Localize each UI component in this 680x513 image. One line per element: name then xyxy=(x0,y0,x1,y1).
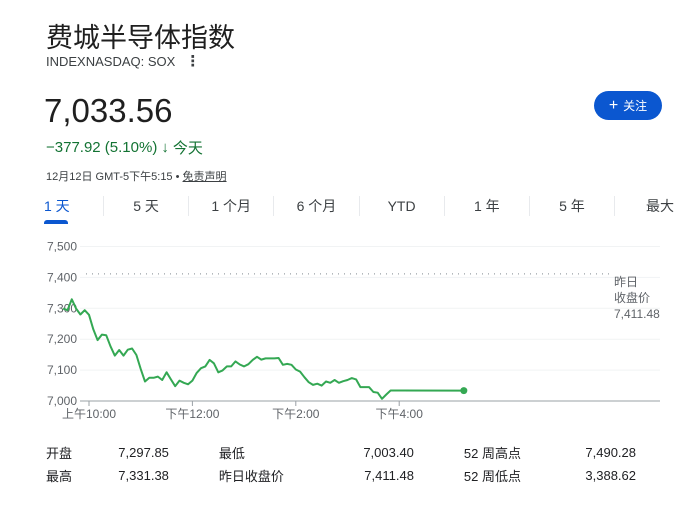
stat-value: 7,297.85 xyxy=(118,445,169,460)
last-price-dot xyxy=(460,387,468,395)
tab-range[interactable]: 1 年 xyxy=(443,196,529,216)
tab-range[interactable]: 最大 xyxy=(614,196,674,216)
x-tick-label: 下午4:00 xyxy=(376,407,424,421)
follow-button[interactable]: + 关注 xyxy=(594,91,662,120)
change-period: 今天 xyxy=(172,140,203,157)
stat-label: 开盘 xyxy=(46,446,73,461)
stat-label: 52 周低点 xyxy=(463,469,521,484)
x-tick-label: 上午10:00 xyxy=(62,407,116,421)
stats-table: 开盘 7,297.85 最低 7,003.40 52 周高点 7,490.28 最高 7,33… xyxy=(46,441,636,487)
previous-close-label: 收盘价 xyxy=(614,290,650,305)
vertical-dots-icon[interactable]: ⋮ xyxy=(185,53,201,70)
stat-label: 昨日收盘价 xyxy=(218,469,284,484)
previous-close-label: 7,411.48 xyxy=(614,307,660,321)
y-tick-label: 7,400 xyxy=(47,270,77,284)
stat-label: 52 周高点 xyxy=(463,446,521,461)
current-price: 7,033.56 xyxy=(44,92,173,129)
x-tick-label: 下午12:00 xyxy=(165,407,219,421)
tab-range[interactable]: 6 个月 xyxy=(273,196,358,216)
timestamp-row: 12月12日 GMT-5下午5:15 • 免责声明 xyxy=(46,168,227,184)
price-line xyxy=(62,298,464,400)
y-tick-label: 7,100 xyxy=(47,363,77,377)
timestamp: 12月12日 GMT-5下午5:15 • xyxy=(46,171,180,183)
stat-label: 最低 xyxy=(218,446,245,461)
tab-range[interactable]: 1 天 xyxy=(34,196,103,224)
price-change: −377.92 (5.10%) ↓ 今天 xyxy=(46,137,203,158)
tab-range[interactable]: 5 天 xyxy=(102,196,188,216)
arrow-down-icon: ↓ xyxy=(161,139,169,156)
stat-value: 7,490.28 xyxy=(585,445,636,460)
stat-value: 7,411.48 xyxy=(364,468,414,483)
follow-label: 关注 xyxy=(623,99,648,113)
change-value: −377.92 (5.10%) xyxy=(46,139,158,156)
previous-close-label: 昨日 xyxy=(614,275,638,289)
y-tick-label: 7,000 xyxy=(47,394,77,408)
x-tick-label: 下午2:00 xyxy=(272,407,320,421)
tab-range[interactable]: YTD xyxy=(358,196,444,216)
stat-label: 最高 xyxy=(46,469,73,484)
tab-range[interactable]: 5 年 xyxy=(528,196,614,216)
tab-range[interactable]: 1 个月 xyxy=(188,196,273,216)
y-tick-label: 7,200 xyxy=(47,332,77,346)
page-title: 费城半导体指数 xyxy=(46,23,235,53)
stat-value: 7,003.40 xyxy=(363,445,414,460)
stat-value: 7,331.38 xyxy=(118,468,169,483)
disclaimer-link[interactable]: 免责声明 xyxy=(182,171,227,183)
stats-row: 开盘 7,297.85 最低 7,003.40 52 周高点 7,490.28 xyxy=(46,441,636,464)
stats-row: 最高 7,331.38 昨日收盘价 7,411.48 52 周低点 3,388.62 xyxy=(46,464,636,487)
ticker-symbol: INDEXNASDAQ: SOX xyxy=(46,54,176,69)
stat-value: 3,388.62 xyxy=(585,468,636,483)
y-tick-label: 7,500 xyxy=(47,240,77,254)
ticker-row: INDEXNASDAQ: SOX ⋮ xyxy=(46,54,200,69)
plus-icon: + xyxy=(608,96,619,114)
